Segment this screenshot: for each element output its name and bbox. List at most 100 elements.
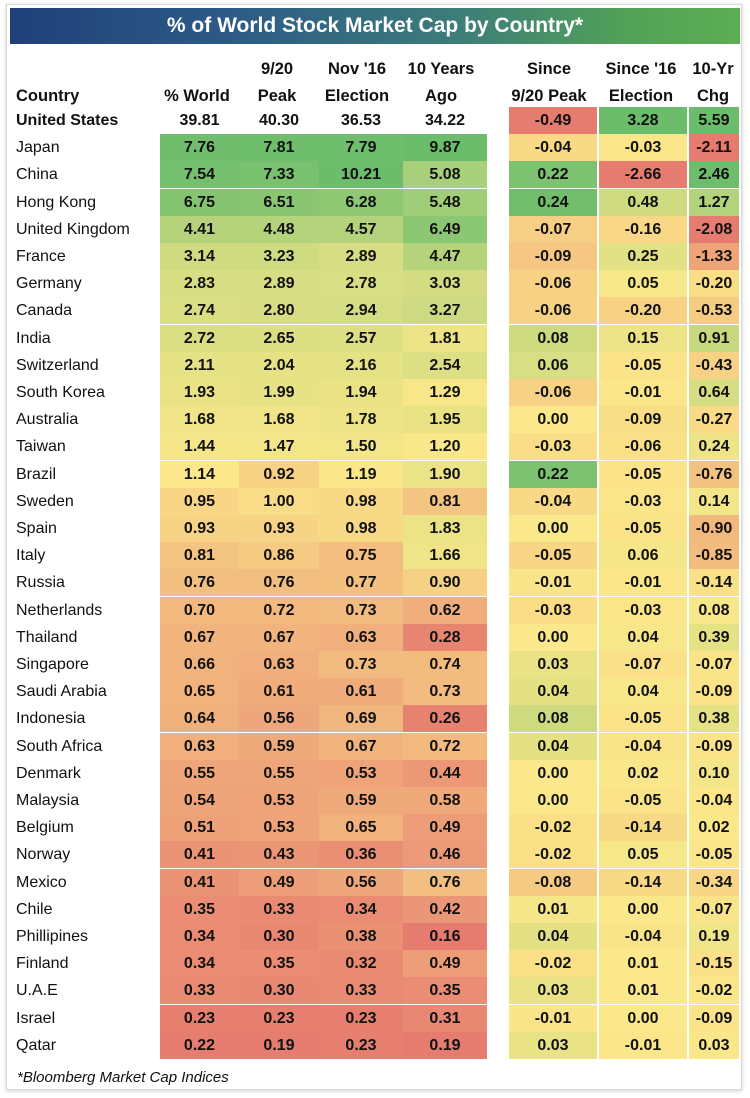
- value-cell: 1.19: [319, 460, 403, 488]
- footnote: *Bloomberg Market Cap Indices: [17, 1069, 229, 1086]
- value-cell: 2.89: [319, 243, 403, 270]
- table-row: Norway 0.41 0.43 0.36 0.46 -0.02 0.05 -0.05: [7, 841, 750, 869]
- value-cell: 0.00: [509, 406, 597, 434]
- table-row: Switzerland 2.11 2.04 2.16 2.54 0.06 -0.05 -0.4…: [7, 351, 750, 379]
- table-row: Mexico 0.41 0.49 0.56 0.76 -0.08 -0.14 -0.34: [7, 868, 750, 896]
- table-row: Russia 0.76 0.76 0.77 0.90 -0.01 -0.01 -0.14: [7, 569, 750, 597]
- value-cell: 0.33: [319, 977, 403, 1005]
- value-cell: 1.66: [403, 542, 487, 570]
- value-cell: -0.14: [599, 814, 687, 842]
- value-cell: 0.86: [239, 542, 319, 570]
- value-cell: 0.92: [239, 460, 319, 488]
- value-cell: -0.05: [599, 787, 687, 814]
- value-cell: -0.90: [689, 515, 739, 542]
- value-cell: 6.49: [403, 215, 487, 243]
- value-cell: 0.95: [160, 487, 239, 515]
- value-cell: 6.75: [160, 188, 239, 216]
- value-cell: 2.83: [160, 270, 239, 298]
- value-cell: 0.00: [599, 1004, 687, 1032]
- value-cell: 5.48: [403, 188, 487, 216]
- value-cell: 0.05: [599, 270, 687, 298]
- header-10yr-chg-line1: 10-Yr: [692, 60, 734, 78]
- value-cell: 2.94: [319, 297, 403, 325]
- value-cell: 0.02: [689, 814, 739, 842]
- value-cell: 4.57: [319, 215, 403, 243]
- value-cell: -0.85: [689, 542, 739, 570]
- value-cell: 0.04: [599, 623, 687, 651]
- value-cell: 39.81: [179, 112, 220, 129]
- value-cell: 0.59: [319, 787, 403, 814]
- value-cell: 1.44: [160, 433, 239, 461]
- value-cell: 2.74: [160, 297, 239, 325]
- table-row: Japan 7.76 7.81 7.79 9.87 -0.04 -0.03 -2.11: [7, 134, 750, 162]
- value-cell: 0.63: [239, 651, 319, 678]
- table-row: Phillipines 0.34 0.30 0.38 0.16 0.04 -0.04 0.19: [7, 923, 750, 950]
- value-cell: 0.02: [599, 759, 687, 787]
- value-cell: 0.64: [160, 705, 239, 733]
- value-cell: 0.38: [689, 705, 739, 733]
- header-election-line2: Election: [324, 87, 390, 105]
- value-cell: 0.77: [319, 569, 403, 597]
- value-cell: -0.04: [599, 732, 687, 760]
- value-cell: 0.74: [403, 651, 487, 678]
- value-cell: 0.49: [239, 868, 319, 896]
- value-cell: -0.76: [689, 460, 739, 488]
- value-cell: 0.00: [509, 787, 597, 814]
- value-cell: -0.07: [509, 215, 597, 243]
- value-cell: 0.04: [509, 923, 597, 950]
- country-name: Saudi Arabia: [16, 683, 107, 701]
- value-cell: 0.08: [689, 596, 739, 624]
- header-peak-line2: Peak: [257, 87, 297, 105]
- value-cell: 3.28: [599, 107, 687, 134]
- value-cell: 2.89: [239, 270, 319, 298]
- value-cell: -0.34: [689, 868, 739, 896]
- value-cell: -0.53: [689, 297, 739, 325]
- value-cell: 1.93: [160, 379, 239, 406]
- country-name: Chile: [16, 900, 53, 918]
- value-cell: 0.53: [319, 759, 403, 787]
- value-cell: 0.73: [319, 596, 403, 624]
- value-cell: 0.28: [403, 623, 487, 651]
- value-cell: 1.81: [403, 324, 487, 352]
- value-cell: 7.33: [239, 161, 319, 189]
- table-row: Denmark 0.55 0.55 0.53 0.44 0.00 0.02 0.10: [7, 759, 750, 787]
- value-cell: 0.36: [319, 841, 403, 869]
- country-name: Norway: [16, 846, 71, 864]
- value-cell: 1.68: [239, 406, 319, 434]
- value-cell: 0.22: [160, 1031, 239, 1059]
- value-cell: 0.93: [239, 515, 319, 542]
- value-cell: 0.34: [160, 923, 239, 950]
- table-row: South Korea 1.93 1.99 1.94 1.29 -0.06 -0.01 0.6…: [7, 379, 750, 406]
- value-cell: 0.03: [509, 651, 597, 678]
- table-row: Italy 0.81 0.86 0.75 1.66 -0.05 0.06 -0.85: [7, 542, 750, 570]
- country-name: Hong Kong: [16, 193, 97, 211]
- value-cell: -0.14: [599, 868, 687, 896]
- value-cell: 1.83: [403, 515, 487, 542]
- value-cell: 0.10: [689, 759, 739, 787]
- value-cell: -2.11: [689, 134, 739, 162]
- value-cell: 0.19: [689, 923, 739, 950]
- value-cell: 5.08: [403, 161, 487, 189]
- value-cell: 6.51: [239, 188, 319, 216]
- value-cell: -2.08: [689, 215, 739, 243]
- value-cell: 0.53: [239, 814, 319, 842]
- value-cell: 1.95: [403, 406, 487, 434]
- value-cell: 2.54: [403, 351, 487, 379]
- value-cell: 0.58: [403, 787, 487, 814]
- value-cell: -0.04: [599, 923, 687, 950]
- value-cell: 0.81: [160, 542, 239, 570]
- header-since-election-line2: Election: [608, 87, 674, 105]
- country-name: Thailand: [16, 628, 78, 646]
- value-cell: 0.04: [509, 732, 597, 760]
- table-row: Hong Kong 6.75 6.51 6.28 5.48 0.24 0.48 1.27: [7, 188, 750, 216]
- value-cell: 0.15: [599, 324, 687, 352]
- value-cell: 0.23: [319, 1031, 403, 1059]
- value-cell: 0.22: [509, 161, 597, 189]
- value-cell: 0.61: [239, 678, 319, 706]
- country-name: United Kingdom: [16, 220, 130, 238]
- header-10yr-chg-line2: Chg: [696, 87, 730, 105]
- value-cell: -0.06: [509, 379, 597, 406]
- value-cell: 0.39: [689, 623, 739, 651]
- value-cell: 2.65: [239, 324, 319, 352]
- value-cell: -0.05: [599, 515, 687, 542]
